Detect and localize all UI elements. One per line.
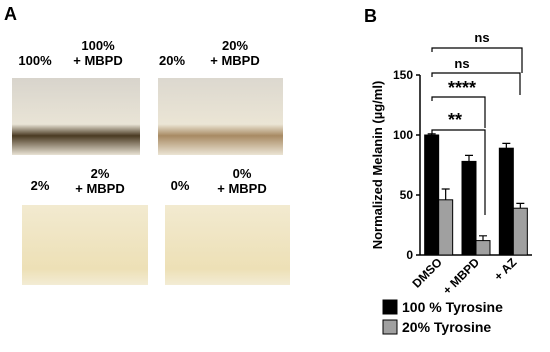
tube-label: 0% (171, 178, 190, 193)
panel-label: B (364, 6, 377, 26)
error-bar (502, 142, 511, 149)
tube-label: 0% (233, 166, 252, 181)
tube-label: 20% (222, 38, 248, 53)
tube-label: 100% (18, 53, 52, 68)
error-bar (516, 202, 525, 209)
y-tick-label: 0 (406, 248, 413, 262)
legend-label: 100 % Tyrosine (402, 299, 503, 315)
bar (424, 134, 440, 256)
significance-label: **** (448, 78, 476, 98)
tube-label: 100% (81, 38, 115, 53)
tube-label: 20% (159, 53, 185, 68)
tube-label: 2% (91, 166, 110, 181)
significance-label: ns (474, 30, 489, 45)
significance-label: ** (448, 110, 462, 130)
tube-photo (158, 78, 283, 155)
x-tick-label: + AZ (491, 255, 519, 283)
y-tick-label: 100 (393, 128, 413, 142)
significance-bracket (431, 72, 521, 95)
tube-photo (165, 205, 290, 285)
y-tick-label: 150 (393, 68, 413, 82)
legend-swatch (382, 319, 398, 335)
tube-label: + MBPD (73, 53, 122, 68)
tube-label: + MBPD (210, 53, 259, 68)
x-tick-label: + MBPD (440, 255, 482, 297)
significance-bracket (431, 47, 523, 73)
bar (461, 160, 477, 256)
bar (475, 240, 491, 256)
x-tick-label: DMSO (409, 255, 444, 290)
tube-label: 2% (31, 178, 50, 193)
significance-bracket (431, 96, 486, 128)
legend-swatch (382, 299, 398, 315)
y-axis-label: Normalized Melanin (µg/ml) (370, 81, 385, 250)
significance-bracket (431, 129, 486, 215)
y-tick-label: 50 (400, 188, 414, 202)
bar (438, 199, 454, 256)
error-bar (441, 188, 450, 200)
panel-label: A (4, 4, 17, 24)
tube-photo (22, 205, 148, 285)
tube-photo (12, 78, 140, 155)
significance-label: ns (454, 56, 469, 71)
bar (498, 147, 514, 256)
error-bar (479, 235, 487, 241)
tube-label: + MBPD (217, 181, 266, 196)
tube-label: + MBPD (75, 181, 124, 196)
legend-label: 20% Tyrosine (402, 319, 491, 335)
bar (512, 207, 528, 256)
error-bar (465, 154, 473, 162)
